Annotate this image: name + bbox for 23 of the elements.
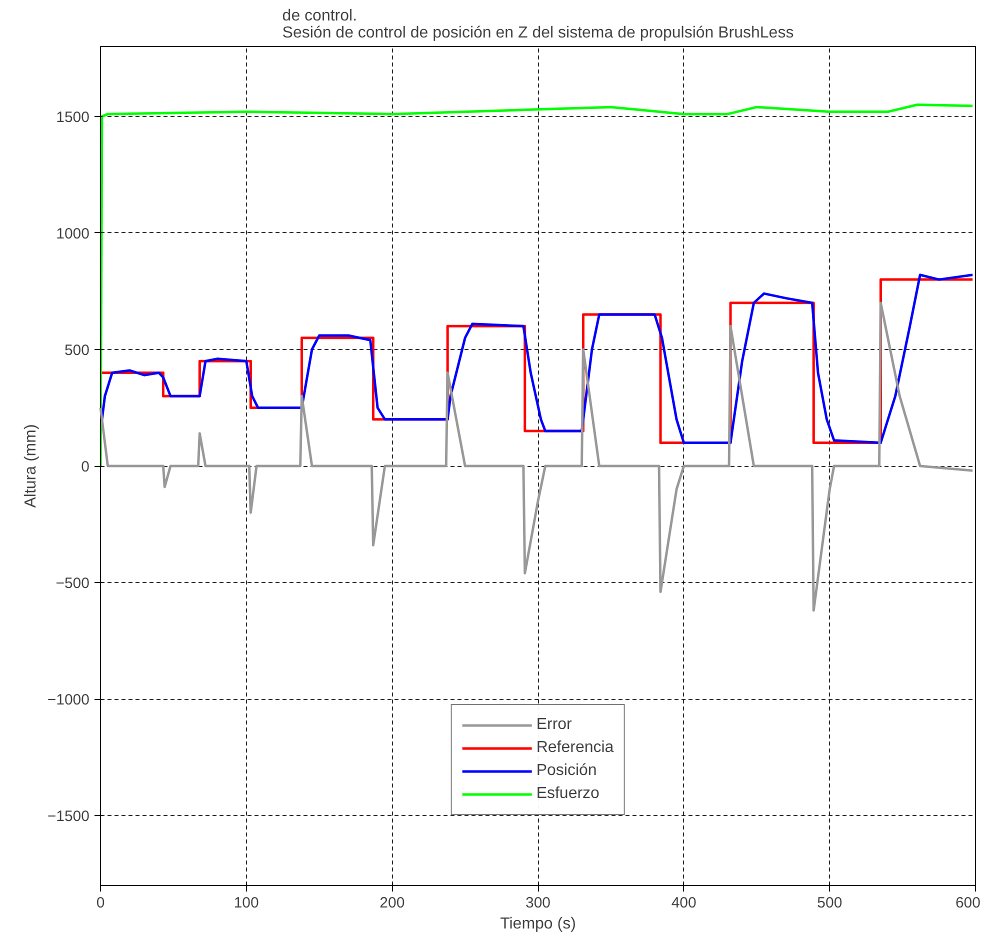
y-tick-label: 1500 bbox=[56, 108, 90, 126]
x-tick-label: 600 bbox=[955, 894, 981, 912]
x-tick-label: 200 bbox=[380, 894, 405, 912]
x-tick-label: 300 bbox=[525, 894, 551, 912]
legend-label: Posición bbox=[536, 762, 597, 780]
line-series bbox=[99, 302, 974, 612]
line-series bbox=[100, 104, 974, 468]
y-tick-label: 0 bbox=[81, 458, 90, 476]
y-tick-label: −500 bbox=[56, 575, 90, 592]
legend-label: Error bbox=[536, 716, 572, 734]
chart-title: de control. Sesión de control de posición en Z del sistema de propulsión BrushLess bbox=[282, 8, 794, 42]
x-tick-label: 500 bbox=[817, 894, 842, 912]
x-tick-label: 100 bbox=[234, 894, 259, 912]
y-tick-label: 500 bbox=[64, 342, 90, 359]
x-tick-label: 0 bbox=[96, 894, 105, 912]
y-tick-label: 1000 bbox=[56, 225, 90, 242]
y-tick-label: −1500 bbox=[47, 808, 90, 826]
y-tick-label: −1000 bbox=[47, 692, 90, 709]
legend-label: Esfuerzo bbox=[536, 785, 600, 803]
x-tick-label: 400 bbox=[671, 894, 696, 912]
legend-label: Referencia bbox=[536, 739, 614, 757]
y-axis-title: Altura (mm) bbox=[22, 424, 40, 508]
x-axis-title: Tiempo (s) bbox=[500, 916, 576, 932]
